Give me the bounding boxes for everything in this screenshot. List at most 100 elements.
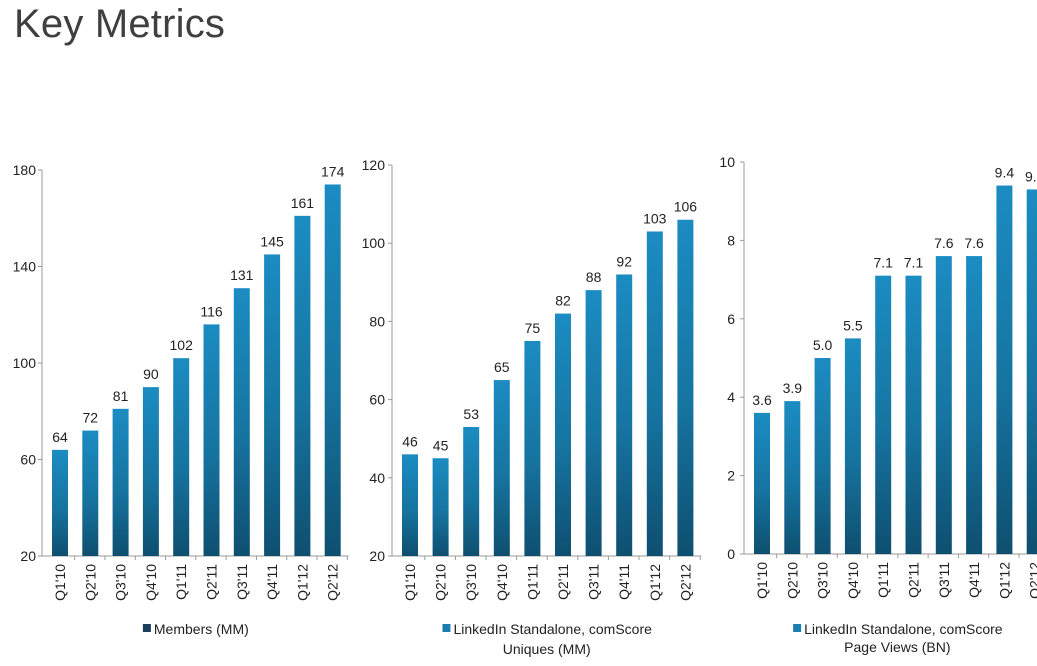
data-label: 103 (643, 210, 667, 226)
bar (294, 215, 311, 556)
x-tick-label: Q1'10 (402, 564, 418, 601)
x-tick-label: Q3'10 (463, 564, 479, 601)
data-label: 145 (260, 233, 284, 249)
data-label: 82 (555, 293, 571, 309)
x-tick-label: Q3'10 (815, 562, 831, 599)
x-tick-label: Q2'10 (784, 562, 800, 599)
legend-text: Members (MM) (154, 621, 249, 637)
legend-swatch (793, 624, 802, 632)
y-tick-label: 180 (13, 162, 37, 178)
x-tick-label: Q1'11 (173, 564, 189, 600)
y-tick-label: 60 (369, 392, 385, 408)
data-label: 92 (616, 253, 632, 269)
bar (935, 256, 952, 554)
bar (52, 449, 68, 556)
bar (616, 274, 633, 556)
data-label: 3.6 (752, 392, 772, 408)
x-tick-label: Q2'11 (906, 562, 922, 598)
y-tick-label: 60 (20, 452, 36, 468)
data-label: 65 (494, 359, 510, 375)
data-label: 131 (230, 267, 254, 283)
chart-1: 20 60 100 140 180 64 Q1'10 72 Q2'10 81 Q3'10 90 Q4'1… (13, 162, 349, 637)
bar (432, 458, 449, 556)
data-label: 7.6 (934, 235, 954, 251)
bar (875, 275, 892, 554)
legend-text: Uniques (MM) (503, 641, 591, 657)
chart-3: 0 2 4 6 8 10 3.6 Q1'10 3.9 Q2'10 5.0 Q3'10 5.5 Q4'10 7… (719, 154, 1037, 655)
y-tick-label: 120 (362, 157, 386, 173)
data-label: 116 (200, 303, 223, 319)
legend-text: LinkedIn Standalone, comScore (804, 621, 1003, 637)
legend-text: LinkedIn Standalone, comScore (453, 621, 652, 637)
bar (814, 358, 831, 554)
bar (493, 380, 510, 556)
bar (1026, 189, 1037, 554)
x-tick-label: Q1'12 (996, 562, 1012, 599)
data-label: 72 (83, 410, 99, 426)
y-tick-label: 8 (727, 232, 735, 248)
x-tick-label: Q2'11 (204, 564, 220, 600)
x-tick-label: Q1'10 (754, 562, 770, 599)
bar (463, 426, 480, 556)
bar (142, 387, 159, 556)
x-tick-label: Q4'11 (616, 564, 632, 600)
data-label: 81 (113, 388, 129, 404)
y-tick-label: 10 (719, 154, 735, 170)
x-tick-label: Q3'11 (936, 562, 952, 598)
y-tick-label: 6 (727, 311, 735, 327)
bar (402, 454, 418, 556)
y-tick-label: 20 (20, 548, 36, 564)
bar (524, 340, 541, 556)
data-label: 3.9 (783, 380, 803, 396)
data-label: 161 (291, 195, 315, 211)
bar (844, 338, 861, 554)
bar (754, 412, 770, 554)
x-tick-label: Q4'10 (845, 562, 861, 599)
data-label: 102 (170, 337, 194, 353)
bar (555, 313, 571, 556)
x-tick-label: Q1'12 (294, 564, 310, 601)
bar (203, 324, 220, 556)
y-tick-label: 140 (13, 259, 37, 275)
x-tick-label: Q4'10 (494, 564, 510, 601)
chart-2: 20 40 60 80 100 120 46 Q1'10 45 Q2'10 53 Q3'10 65 Q4'… (362, 157, 702, 657)
bar (173, 358, 190, 556)
x-tick-label: Q1'12 (647, 564, 663, 601)
data-label: 75 (525, 320, 541, 336)
data-label: 106 (674, 199, 698, 215)
data-label: 45 (433, 437, 449, 453)
y-tick-label: 20 (369, 548, 385, 564)
y-tick-label: 2 (727, 468, 735, 484)
data-label: 5.5 (843, 317, 863, 333)
data-label: 53 (463, 406, 479, 422)
y-tick-label: 4 (727, 389, 735, 405)
bar (585, 290, 602, 556)
y-tick-label: 40 (369, 470, 385, 486)
data-label: 9.3 (1025, 168, 1037, 184)
x-tick-label: Q4'11 (966, 562, 982, 598)
x-tick-label: Q2'10 (433, 564, 449, 601)
bar (82, 430, 99, 556)
x-tick-label: Q2'12 (677, 564, 693, 601)
bar (966, 256, 983, 554)
data-label: 7.1 (904, 255, 924, 271)
bar (112, 408, 129, 556)
x-tick-label: Q3'11 (586, 564, 602, 600)
data-label: 174 (321, 163, 345, 179)
x-tick-label: Q4'11 (264, 564, 280, 600)
y-tick-label: 0 (727, 546, 735, 562)
bar (784, 401, 801, 554)
data-label: 90 (143, 366, 159, 382)
bar (646, 231, 663, 556)
x-tick-label: Q4'10 (143, 564, 159, 601)
x-tick-label: Q1'11 (875, 562, 891, 598)
y-tick-label: 100 (13, 355, 37, 371)
page-title: Key Metrics (14, 2, 226, 46)
x-tick-label: Q2'10 (82, 564, 98, 601)
bar (905, 275, 922, 554)
data-label: 7.6 (964, 235, 984, 251)
bar (264, 254, 281, 556)
data-label: 9.4 (995, 165, 1015, 181)
x-tick-label: Q2'11 (555, 564, 571, 600)
